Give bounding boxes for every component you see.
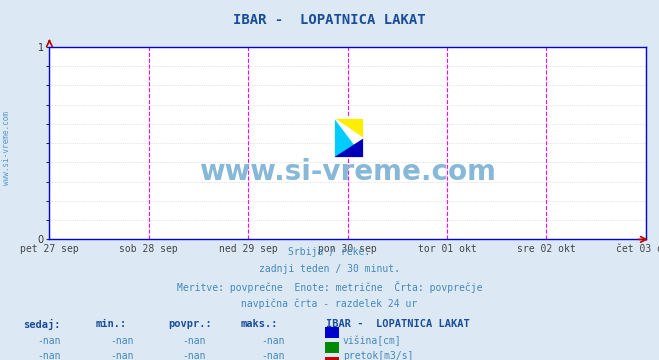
Polygon shape (333, 138, 364, 158)
Text: -nan: -nan (262, 336, 285, 346)
Text: -nan: -nan (262, 351, 285, 360)
Text: sedaj:: sedaj: (23, 319, 61, 330)
Text: -nan: -nan (110, 351, 134, 360)
Text: višina[cm]: višina[cm] (343, 336, 401, 346)
Text: min.:: min.: (96, 319, 127, 329)
Text: -nan: -nan (110, 336, 134, 346)
Text: Meritve: povprečne  Enote: metrične  Črta: povprečje: Meritve: povprečne Enote: metrične Črta:… (177, 281, 482, 293)
Text: povpr.:: povpr.: (168, 319, 212, 329)
Polygon shape (333, 117, 364, 138)
Text: -nan: -nan (38, 351, 61, 360)
Text: maks.:: maks.: (241, 319, 278, 329)
Text: navpična črta - razdelek 24 ur: navpična črta - razdelek 24 ur (241, 298, 418, 309)
Text: pretok[m3/s]: pretok[m3/s] (343, 351, 413, 360)
Polygon shape (333, 117, 364, 158)
Text: zadnji teden / 30 minut.: zadnji teden / 30 minut. (259, 264, 400, 274)
Text: www.si-vreme.com: www.si-vreme.com (2, 111, 11, 185)
Text: IBAR -  LOPATNICA LAKAT: IBAR - LOPATNICA LAKAT (233, 13, 426, 27)
Text: www.si-vreme.com: www.si-vreme.com (199, 158, 496, 186)
Text: -nan: -nan (183, 336, 206, 346)
Text: Srbija / reke.: Srbija / reke. (289, 247, 370, 257)
Text: IBAR -  LOPATNICA LAKAT: IBAR - LOPATNICA LAKAT (326, 319, 470, 329)
Text: -nan: -nan (183, 351, 206, 360)
Text: -nan: -nan (38, 336, 61, 346)
